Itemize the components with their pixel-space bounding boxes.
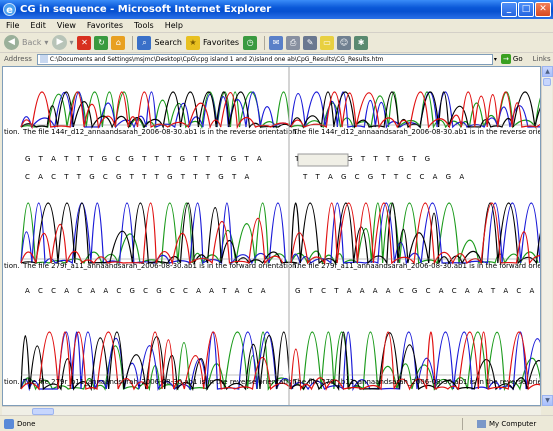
page-content: The file 144r_d12_annaandsarah_2006-08-3… xyxy=(2,66,541,406)
messenger-icon[interactable]: ☺ xyxy=(337,35,352,50)
address-dropdown-icon[interactable]: ▾ xyxy=(493,55,497,63)
back-label: Back xyxy=(22,38,42,47)
horizontal-scrollbar[interactable] xyxy=(2,406,541,415)
done-page-icon xyxy=(4,418,14,429)
trace-G xyxy=(290,91,540,129)
favorites-label: Favorites xyxy=(202,38,240,47)
search-icon: ⌕ xyxy=(137,35,152,50)
back-arrow-icon: ◀ xyxy=(4,35,19,50)
trace-T xyxy=(290,331,540,391)
menu-favorites[interactable]: Favorites xyxy=(86,21,124,30)
toolbar: ◀ Back ▾ ▶ ▾ ✕ ↻ ⌂ ⌕ Search ★ Favorites … xyxy=(0,33,553,53)
chromatogram-panel: The file 144r_d12_annaandsarah_2006-08-3… xyxy=(290,91,541,136)
trace-A xyxy=(290,331,540,392)
computer-icon xyxy=(477,420,486,428)
base-calls: A C C A C A A C G C G C C A A T A C A xyxy=(25,287,269,295)
forward-arrow-icon: ▶ xyxy=(52,35,68,50)
title-bar: e CG in sequence - Microsoft Internet Ex… xyxy=(0,0,553,19)
orientation-caption: The file 144r_d12_annaandsarah_2006-08-3… xyxy=(292,128,541,136)
trace-G xyxy=(20,331,291,392)
trace-C xyxy=(290,331,540,392)
caption-prefix: tion. xyxy=(4,128,20,136)
chromatogram-panel: The file 144r_d12_annaandsarah_2006-08-3… xyxy=(4,91,299,136)
base-calls: T A G C G T T T G T G xyxy=(294,155,433,163)
trace-T xyxy=(290,91,540,130)
address-input[interactable]: C:\Documents and Settings\msjmc\Desktop\… xyxy=(36,53,493,65)
trace-G xyxy=(290,331,540,392)
menu-help[interactable]: Help xyxy=(164,21,183,30)
favorites-button[interactable]: ★ Favorites xyxy=(185,35,240,50)
zone-label: My Computer xyxy=(489,420,537,428)
trace-T xyxy=(20,91,293,130)
maximize-button[interactable]: □ xyxy=(518,2,534,17)
orientation-caption: The file 279r_b11_annaandsarah_2006-08-3… xyxy=(22,378,299,386)
page-icon xyxy=(39,55,48,63)
stop-icon[interactable]: ✕ xyxy=(77,35,92,50)
trace-G xyxy=(20,91,291,130)
go-button[interactable]: → Go xyxy=(500,54,523,64)
chromatogram-panel: A C C A C A A C G C G C C A A T A C A The… xyxy=(4,287,299,392)
menu-bar: File Edit View Favorites Tools Help xyxy=(0,19,553,33)
vertical-scrollbar[interactable]: ▲ ▼ xyxy=(541,66,553,406)
ie-logo-icon: e xyxy=(3,3,16,16)
edit-icon[interactable]: ✎ xyxy=(303,35,318,50)
caption-prefix: tion. xyxy=(4,262,20,270)
vertical-scroll-thumb[interactable] xyxy=(543,78,551,86)
address-url: C:\Documents and Settings\msjmc\Desktop\… xyxy=(49,55,384,63)
minimize-button[interactable]: _ xyxy=(501,2,517,17)
search-label: Search xyxy=(154,38,182,47)
trace-T xyxy=(290,202,540,266)
trace-C xyxy=(20,91,292,130)
scroll-down-icon[interactable]: ▼ xyxy=(542,395,553,406)
discuss-icon[interactable]: ▭ xyxy=(320,35,335,50)
image-toolbar[interactable] xyxy=(297,153,349,167)
go-label: Go xyxy=(512,55,523,63)
close-button[interactable]: ✕ xyxy=(535,2,551,17)
address-label: Address xyxy=(4,55,32,63)
back-button[interactable]: ◀ Back ▾ xyxy=(4,35,48,50)
base-calls: C A C T T G C G T T T G T T T G T A xyxy=(25,173,252,181)
mail-icon[interactable]: ✉ xyxy=(269,35,284,50)
history-icon[interactable]: ◷ xyxy=(243,35,258,50)
search-button[interactable]: ⌕ Search xyxy=(137,35,182,50)
window-title: CG in sequence - Microsoft Internet Expl… xyxy=(20,4,272,15)
trace-G xyxy=(20,202,298,266)
trace-T xyxy=(20,331,292,391)
scroll-up-icon[interactable]: ▲ xyxy=(542,66,553,77)
zone-indicator: My Computer xyxy=(462,418,536,430)
menu-tools[interactable]: Tools xyxy=(134,21,154,30)
window-controls: _ □ ✕ xyxy=(501,2,551,17)
refresh-icon[interactable]: ↻ xyxy=(94,35,109,50)
menu-edit[interactable]: Edit xyxy=(30,21,46,30)
chromatogram-panel: G T C T A A A A C G C A C A A T A C A The… xyxy=(290,287,541,392)
research-icon[interactable]: ✱ xyxy=(354,35,369,50)
orientation-caption: The file 144r_d12_annaandsarah_2006-08-3… xyxy=(22,128,299,136)
home-icon[interactable]: ⌂ xyxy=(111,35,126,50)
trace-A xyxy=(20,91,291,130)
base-calls: G T A T T T G C G T T T G T T T G T A xyxy=(25,155,265,163)
chromatogram-panel: T A G C G T T T G T G The file 279f_a11_a… xyxy=(290,155,541,270)
menu-file[interactable]: File xyxy=(6,21,20,30)
chromatogram-view: The file 144r_d12_annaandsarah_2006-08-3… xyxy=(4,67,541,405)
orientation-caption: The file 279r_b11_annaandsarah_2006-08-3… xyxy=(292,378,541,386)
chromatogram-panel: G T A T T T G C G T T T G T T T G T A The… xyxy=(4,155,299,270)
base-calls: G T C T A A A A C G C A C A A T A C A xyxy=(295,287,537,295)
favorites-star-icon: ★ xyxy=(185,35,200,50)
horizontal-scroll-thumb[interactable] xyxy=(32,408,54,415)
orientation-caption: The file 279f_a11_annaandsarah_2006-08-3… xyxy=(22,262,299,270)
print-icon[interactable]: ⎙ xyxy=(286,35,301,50)
forward-button[interactable]: ▶ ▾ xyxy=(52,35,73,50)
links-label[interactable]: Links xyxy=(532,55,551,63)
menu-view[interactable]: View xyxy=(56,21,76,30)
orientation-caption: The file 279f_a11_annaandsarah_2006-08-3… xyxy=(292,262,541,270)
caption-prefix: tion. xyxy=(4,378,20,386)
address-bar: Address C:\Documents and Settings\msjmc\… xyxy=(0,53,553,65)
status-bar: Done My Computer xyxy=(0,415,553,431)
status-text: Done xyxy=(17,419,36,428)
go-arrow-icon: → xyxy=(500,54,511,64)
trace-T xyxy=(20,202,284,266)
base-calls: T T A G C G T T C C A G A xyxy=(302,173,467,181)
trace-A xyxy=(290,91,540,130)
